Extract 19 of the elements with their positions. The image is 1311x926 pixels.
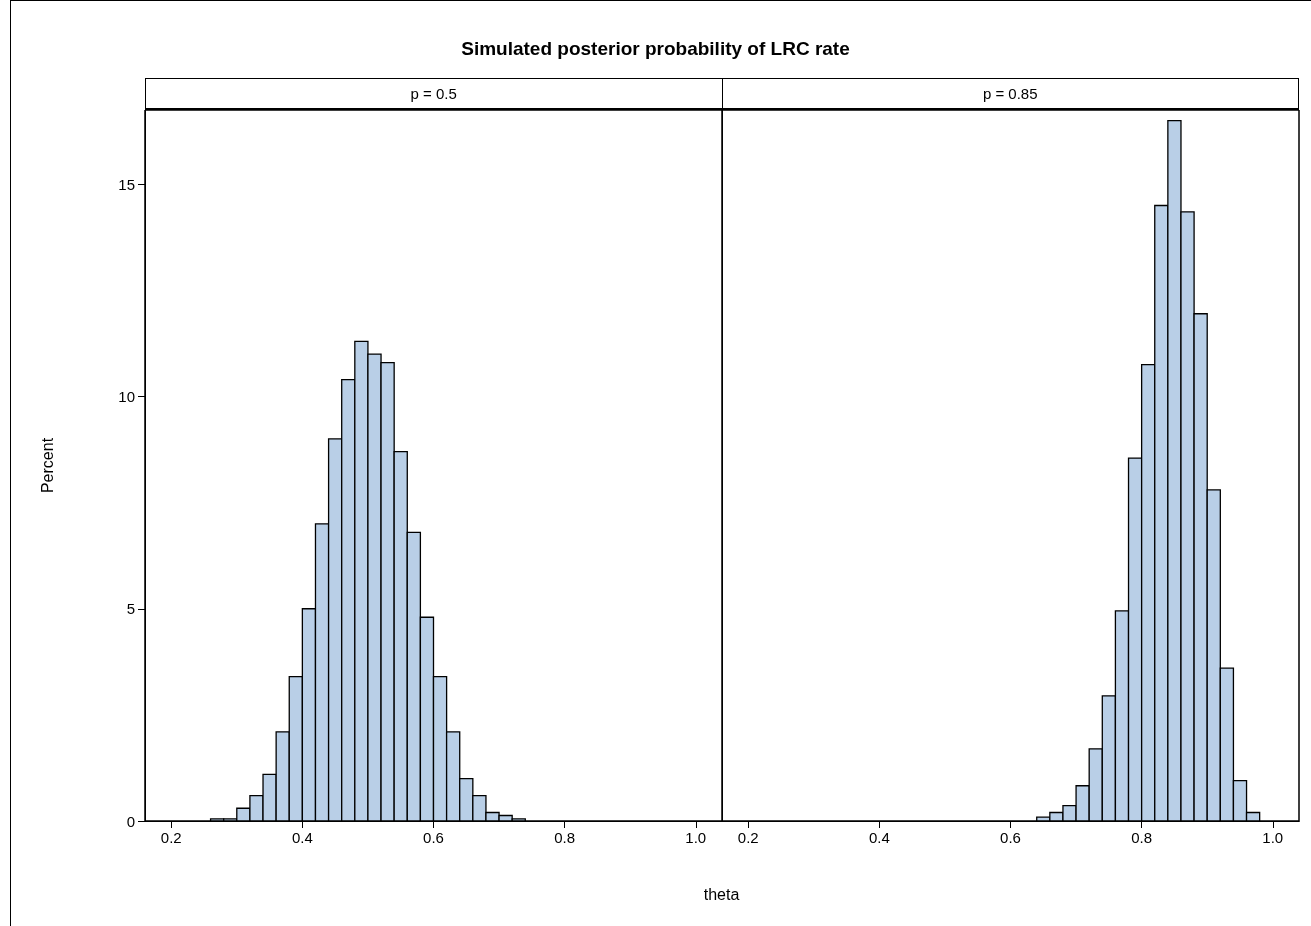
x-tick-label: 0.2: [737, 829, 759, 846]
x-tick-label: 0.4: [291, 829, 313, 846]
x-tick-label: 0.4: [868, 829, 890, 846]
chart-subtitle: p = 0.85: [721, 78, 1299, 110]
y-tick-label: 15: [118, 175, 135, 193]
y-axis-title: Percent: [38, 437, 56, 494]
y-tick-label: 5: [126, 600, 135, 618]
x-tick-label: 1.0: [685, 829, 707, 846]
x-tick-label: 1.0: [1261, 829, 1283, 846]
y-tick-label: 0: [126, 812, 135, 830]
x-tick-label: 0.8: [554, 829, 576, 846]
chart-subtitle: p = 0.5: [145, 78, 723, 110]
x-tick-label: 0.2: [160, 829, 182, 846]
y-tick-label: 10: [118, 388, 135, 406]
x-tick-label: 0.6: [423, 829, 444, 846]
x-axis-title: theta: [702, 886, 741, 904]
x-tick-label: 0.6: [999, 829, 1021, 846]
x-tick-label: 0.8: [1130, 829, 1152, 846]
chart-title: Simulated posterior probability of LRC rate: [460, 38, 851, 60]
